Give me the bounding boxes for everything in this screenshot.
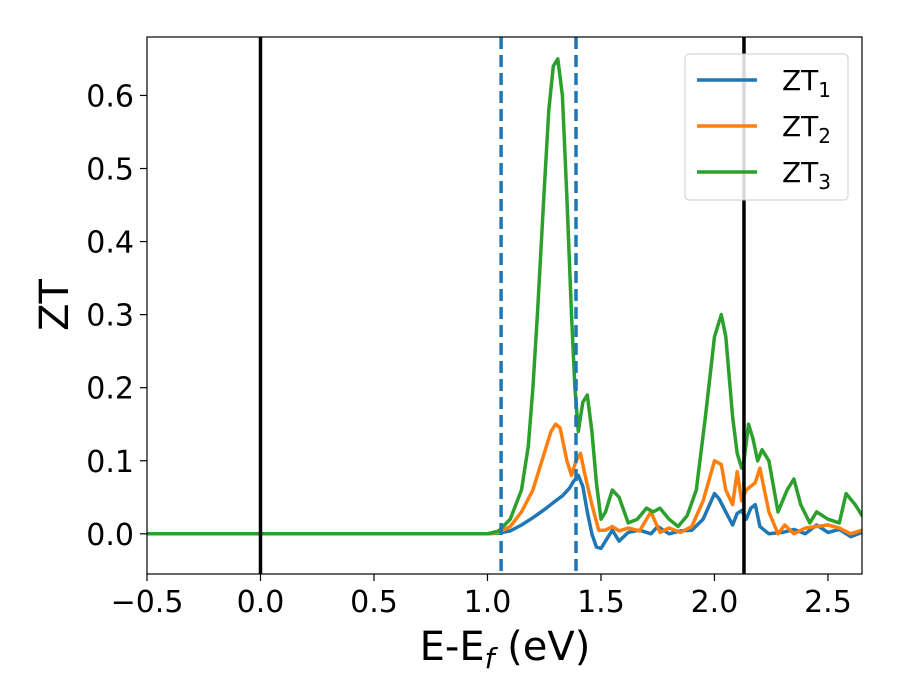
y-tick-label: 0.3 [86, 299, 134, 334]
x-tick-label: 0.5 [350, 585, 398, 620]
legend-label-zt3: ZT3 [782, 156, 831, 194]
y-axis-label: ZT [32, 279, 78, 331]
x-tick-label: 2.0 [691, 585, 739, 620]
y-tick-label: 0.1 [86, 445, 134, 480]
y-axis-ticks: 0.0 0.1 0.2 0.3 0.4 0.5 0.6 [86, 79, 147, 553]
legend: ZT1 ZT2 ZT3 [684, 53, 849, 201]
y-tick-label: 0.0 [86, 518, 134, 553]
x-tick-label: −0.5 [111, 585, 184, 620]
series-line-zt2 [147, 422, 862, 536]
series-layer [147, 57, 862, 551]
y-tick-label: 0.4 [86, 226, 134, 261]
series-line-zt3 [147, 57, 862, 536]
x-tick-label: 2.5 [804, 585, 852, 620]
reference-lines [258, 37, 746, 574]
y-tick-label: 0.2 [86, 372, 134, 407]
legend-label-zt1: ZT1 [782, 64, 831, 102]
series-line-zt1 [147, 473, 862, 551]
y-tick-label: 0.5 [86, 153, 134, 188]
x-tick-label: 1.0 [464, 585, 512, 620]
x-axis-ticks: −0.5 0.0 0.5 1.0 1.5 2.0 2.5 [111, 574, 852, 620]
legend-box [684, 53, 849, 201]
x-axis-label: E-Ef (eV) [420, 624, 591, 675]
plot-frame [146, 36, 863, 575]
legend-label-zt2: ZT2 [782, 110, 831, 148]
x-tick-label: 1.5 [577, 585, 625, 620]
x-tick-label: 0.0 [237, 585, 285, 620]
y-tick-label: 0.6 [86, 79, 134, 114]
